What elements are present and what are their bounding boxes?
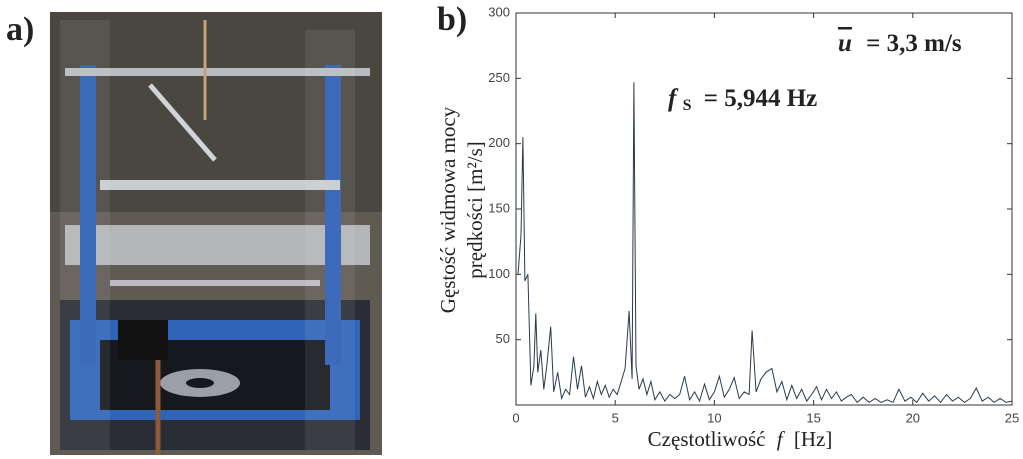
y-tick-label: 200 bbox=[488, 135, 510, 150]
x-tick-label: 20 bbox=[906, 410, 920, 425]
x-tick-label: 25 bbox=[1005, 410, 1019, 425]
annotation: f S = 5,944 Hz bbox=[668, 85, 817, 118]
annotation-subscript: S bbox=[683, 97, 692, 114]
y-axis-label: prędkości [m²/s] bbox=[463, 141, 487, 279]
x-tick-label: 10 bbox=[707, 410, 721, 425]
y-tick-label: 300 bbox=[488, 4, 510, 19]
photo bbox=[50, 12, 382, 455]
y-tick-label: 100 bbox=[488, 266, 510, 281]
panel-label: a) bbox=[6, 11, 34, 48]
x-axis-label: Częstotliwość f [Hz] bbox=[648, 427, 833, 451]
plot-frame bbox=[515, 12, 1013, 406]
x-label-text: Częstotliwość bbox=[648, 427, 766, 451]
spectrum-line bbox=[517, 82, 1013, 404]
annotation-symbol: u bbox=[838, 30, 852, 57]
annotation: u = 3,3 m/s bbox=[838, 30, 962, 57]
annotation-symbol: f bbox=[668, 85, 679, 112]
y-tick-label: 50 bbox=[496, 331, 510, 346]
y-tick-label: 250 bbox=[488, 70, 510, 85]
x-label-symbol: f bbox=[777, 427, 786, 451]
annotation-text: = 3,3 m/s bbox=[866, 30, 962, 57]
annotation-text: = 5,944 Hz bbox=[704, 85, 818, 112]
y-tick-label: 150 bbox=[488, 200, 510, 215]
x-tick-label: 5 bbox=[612, 410, 619, 425]
x-tick-label: 15 bbox=[806, 410, 820, 425]
x-tick-label: 0 bbox=[512, 410, 519, 425]
x-label-unit: [Hz] bbox=[794, 427, 832, 451]
panel-label: b) bbox=[437, 1, 467, 38]
y-axis-label: Gęstość widmowa mocy bbox=[436, 106, 460, 313]
